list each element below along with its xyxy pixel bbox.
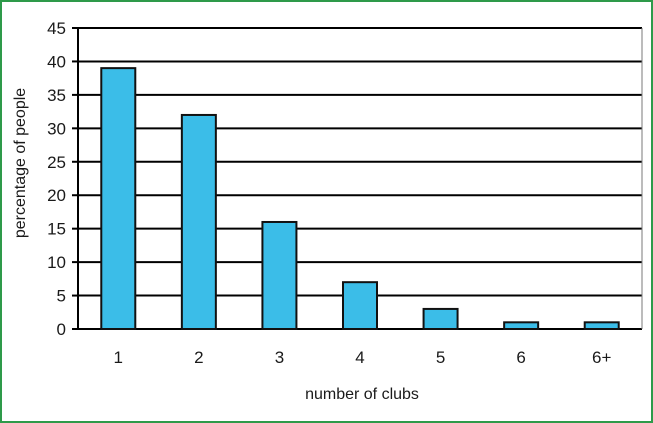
bar-3: [261, 220, 298, 331]
bar-1: [100, 67, 137, 330]
y-axis-title: percentage of people: [12, 88, 29, 238]
gridlines: [77, 27, 643, 330]
y-tick-label-30: 30: [47, 119, 66, 138]
x-tick-label-5: 5: [436, 348, 445, 367]
x-axis-ticks: 1 2 3 4 5 6 6+: [114, 348, 612, 367]
bar-2: [180, 113, 217, 331]
x-tick-label-2: 2: [194, 348, 203, 367]
x-tick-label-6+: 6+: [592, 348, 611, 367]
bars: [100, 67, 620, 331]
y-tick-label-40: 40: [47, 52, 66, 71]
x-tick-label-4: 4: [355, 348, 364, 367]
x-tick-label-3: 3: [275, 348, 284, 367]
bar-5: [422, 307, 459, 330]
y-tick-label-0: 0: [57, 320, 66, 339]
y-axis-ticks: 0 5 10 15 20 25 30 35 40 45: [47, 19, 78, 339]
x-axis-title: number of clubs: [305, 386, 419, 403]
x-tick-label-6: 6: [516, 348, 525, 367]
bar-6+: [583, 321, 620, 330]
x-tick-label-1: 1: [114, 348, 123, 367]
y-tick-label-10: 10: [47, 253, 66, 272]
bar-4: [342, 281, 378, 330]
y-tick-label-20: 20: [47, 186, 66, 205]
bar-6: [503, 321, 540, 330]
y-tick-label-5: 5: [57, 287, 66, 306]
y-tick-label-25: 25: [47, 153, 66, 172]
y-tick-label-45: 45: [47, 19, 66, 38]
y-tick-label-15: 15: [47, 220, 66, 239]
y-tick-label-35: 35: [47, 86, 66, 105]
